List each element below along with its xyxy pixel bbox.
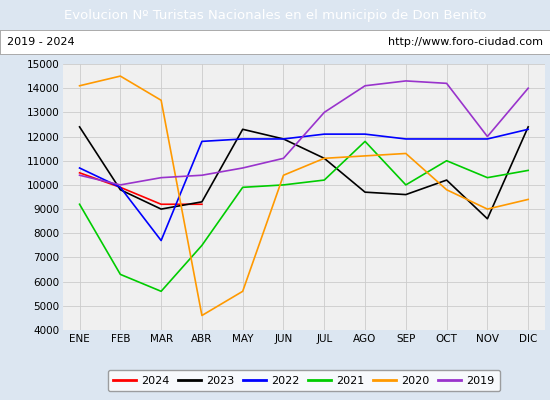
Legend: 2024, 2023, 2022, 2021, 2020, 2019: 2024, 2023, 2022, 2021, 2020, 2019 [108, 370, 500, 391]
Text: Evolucion Nº Turistas Nacionales en el municipio de Don Benito: Evolucion Nº Turistas Nacionales en el m… [64, 8, 486, 22]
Text: 2019 - 2024: 2019 - 2024 [7, 37, 74, 47]
Text: http://www.foro-ciudad.com: http://www.foro-ciudad.com [388, 37, 543, 47]
